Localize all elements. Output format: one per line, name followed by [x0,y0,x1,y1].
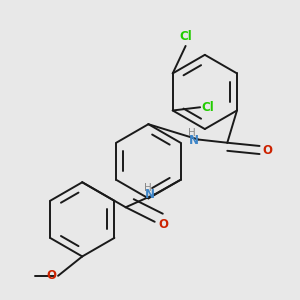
Text: H: H [144,183,152,193]
Text: N: N [146,188,155,202]
Text: O: O [159,218,169,231]
Text: O: O [46,269,56,282]
Text: Cl: Cl [202,101,214,114]
Text: H: H [188,128,196,138]
Text: N: N [189,134,199,147]
Text: Cl: Cl [179,30,192,44]
Text: O: O [263,144,273,157]
